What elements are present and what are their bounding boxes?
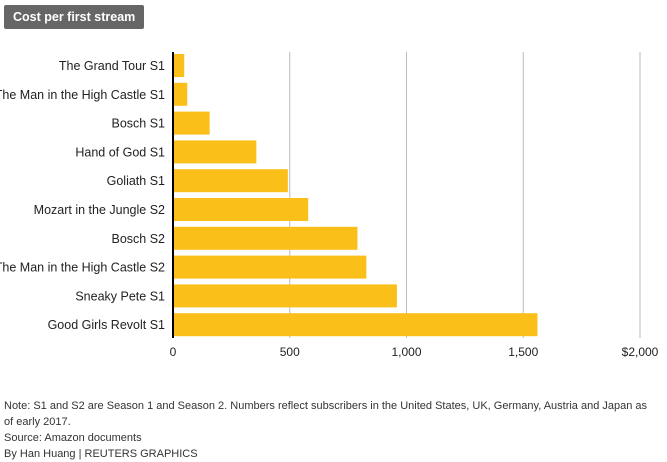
bar <box>173 140 257 164</box>
bar <box>173 54 185 77</box>
credit-text: By Han Huang | REUTERS GRAPHICS <box>4 448 198 460</box>
bar <box>173 169 288 193</box>
bar <box>173 255 367 279</box>
bar-chart: 0 500 1,000 1,500 $2,000 The Grand Tour S1 The… <box>0 52 659 359</box>
category-label: The Grand Tour S1 <box>59 59 165 73</box>
category-label: Bosch S2 <box>111 232 165 246</box>
category-label: Hand of God S1 <box>75 145 165 159</box>
chart-title-badge: Cost per first stream <box>4 5 145 29</box>
category-label: Goliath S1 <box>107 174 165 188</box>
bar <box>173 198 309 221</box>
x-tick-label: 1,000 <box>391 345 421 359</box>
bar <box>173 82 188 106</box>
x-tick-label: 500 <box>280 345 300 359</box>
category-label: The Man in the High Castle S1 <box>0 88 165 102</box>
category-label: Sneaky Pete S1 <box>75 289 165 303</box>
bar <box>173 226 358 250</box>
x-tick-label: 0 <box>170 345 177 359</box>
note-text: Note: S1 and S2 are Season 1 and Season … <box>4 400 648 428</box>
x-tick-label: 1,500 <box>508 345 538 359</box>
category-label: Bosch S1 <box>111 117 165 131</box>
category-label: Good Girls Revolt S1 <box>48 318 165 332</box>
x-tick-label: $2,000 <box>622 345 659 359</box>
category-label: Mozart in the Jungle S2 <box>34 203 165 217</box>
category-label: The Man in the High Castle S2 <box>0 261 165 275</box>
bar <box>173 111 210 135</box>
bar <box>173 284 397 308</box>
bar <box>173 313 538 337</box>
source-text: Source: Amazon documents <box>4 432 142 444</box>
chart-notes: Note: S1 and S2 are Season 1 and Season … <box>4 398 659 462</box>
